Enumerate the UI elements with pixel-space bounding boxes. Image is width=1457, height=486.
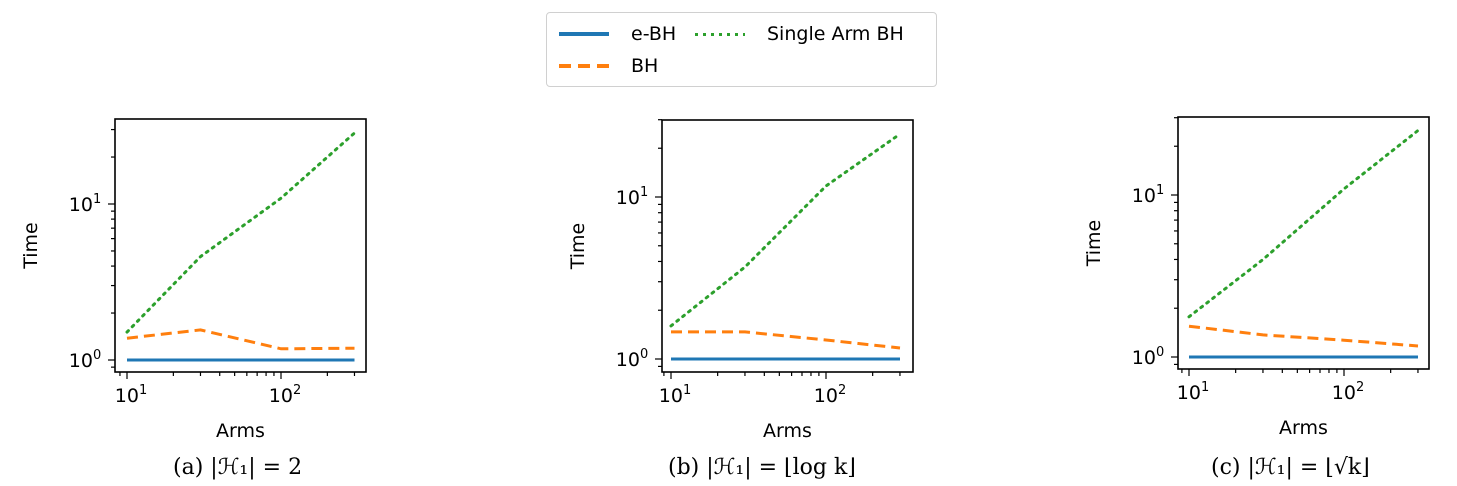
series-bh xyxy=(1188,324,1419,348)
y-axis-label: Time xyxy=(20,222,42,270)
y-tick-label: 101 xyxy=(616,185,648,209)
x-tick-label: 102 xyxy=(269,383,301,407)
y-tick-label: 100 xyxy=(616,347,648,371)
legend-label-ebh: e-BH xyxy=(631,23,677,45)
axes-frame xyxy=(114,118,367,373)
x-axis-label: Arms xyxy=(1279,417,1328,439)
y-axis-label: Time xyxy=(567,223,589,271)
y-tick-label: 101 xyxy=(1132,183,1164,207)
y-tick-label: 100 xyxy=(69,348,101,372)
dotted-line-icon xyxy=(695,32,745,36)
x-tick-label: 101 xyxy=(115,383,147,407)
y-tick-label: 101 xyxy=(69,192,101,216)
x-tick-label: 101 xyxy=(1177,380,1209,404)
y-axis-label: Time xyxy=(1083,220,1105,268)
series-single-arm-bh xyxy=(669,132,902,328)
caption-b: (b) |ℋ₁| = ⌊log k⌋ xyxy=(668,455,856,480)
series-bh xyxy=(126,328,355,351)
legend-item-ebh: e-BH xyxy=(559,23,676,45)
series-single-arm-bh xyxy=(1187,129,1420,319)
legend: e-BH Single Arm BH BH xyxy=(546,12,937,87)
legend-label-single-arm-bh: Single Arm BH xyxy=(767,23,904,45)
dashed-line-icon xyxy=(559,64,609,68)
caption-c: (c) |ℋ₁| = ⌊√k⌋ xyxy=(1211,455,1370,480)
legend-label-bh: BH xyxy=(631,55,659,77)
caption-a: (a) |ℋ₁| = 2 xyxy=(173,455,303,480)
x-tick-label: 102 xyxy=(1332,380,1364,404)
series-single-arm-bh xyxy=(125,131,356,334)
solid-line-icon xyxy=(559,32,609,36)
axes-frame xyxy=(661,119,914,373)
y-tick-label: 100 xyxy=(1132,345,1164,369)
legend-item-single-arm-bh: Single Arm BH xyxy=(695,23,904,45)
x-axis-label: Arms xyxy=(216,420,265,442)
series-bh xyxy=(671,330,901,350)
x-tick-label: 101 xyxy=(659,383,691,407)
x-tick-label: 102 xyxy=(814,383,846,407)
axes-frame xyxy=(1177,116,1430,370)
x-axis-label: Arms xyxy=(763,420,812,442)
legend-item-bh: BH xyxy=(559,55,658,77)
